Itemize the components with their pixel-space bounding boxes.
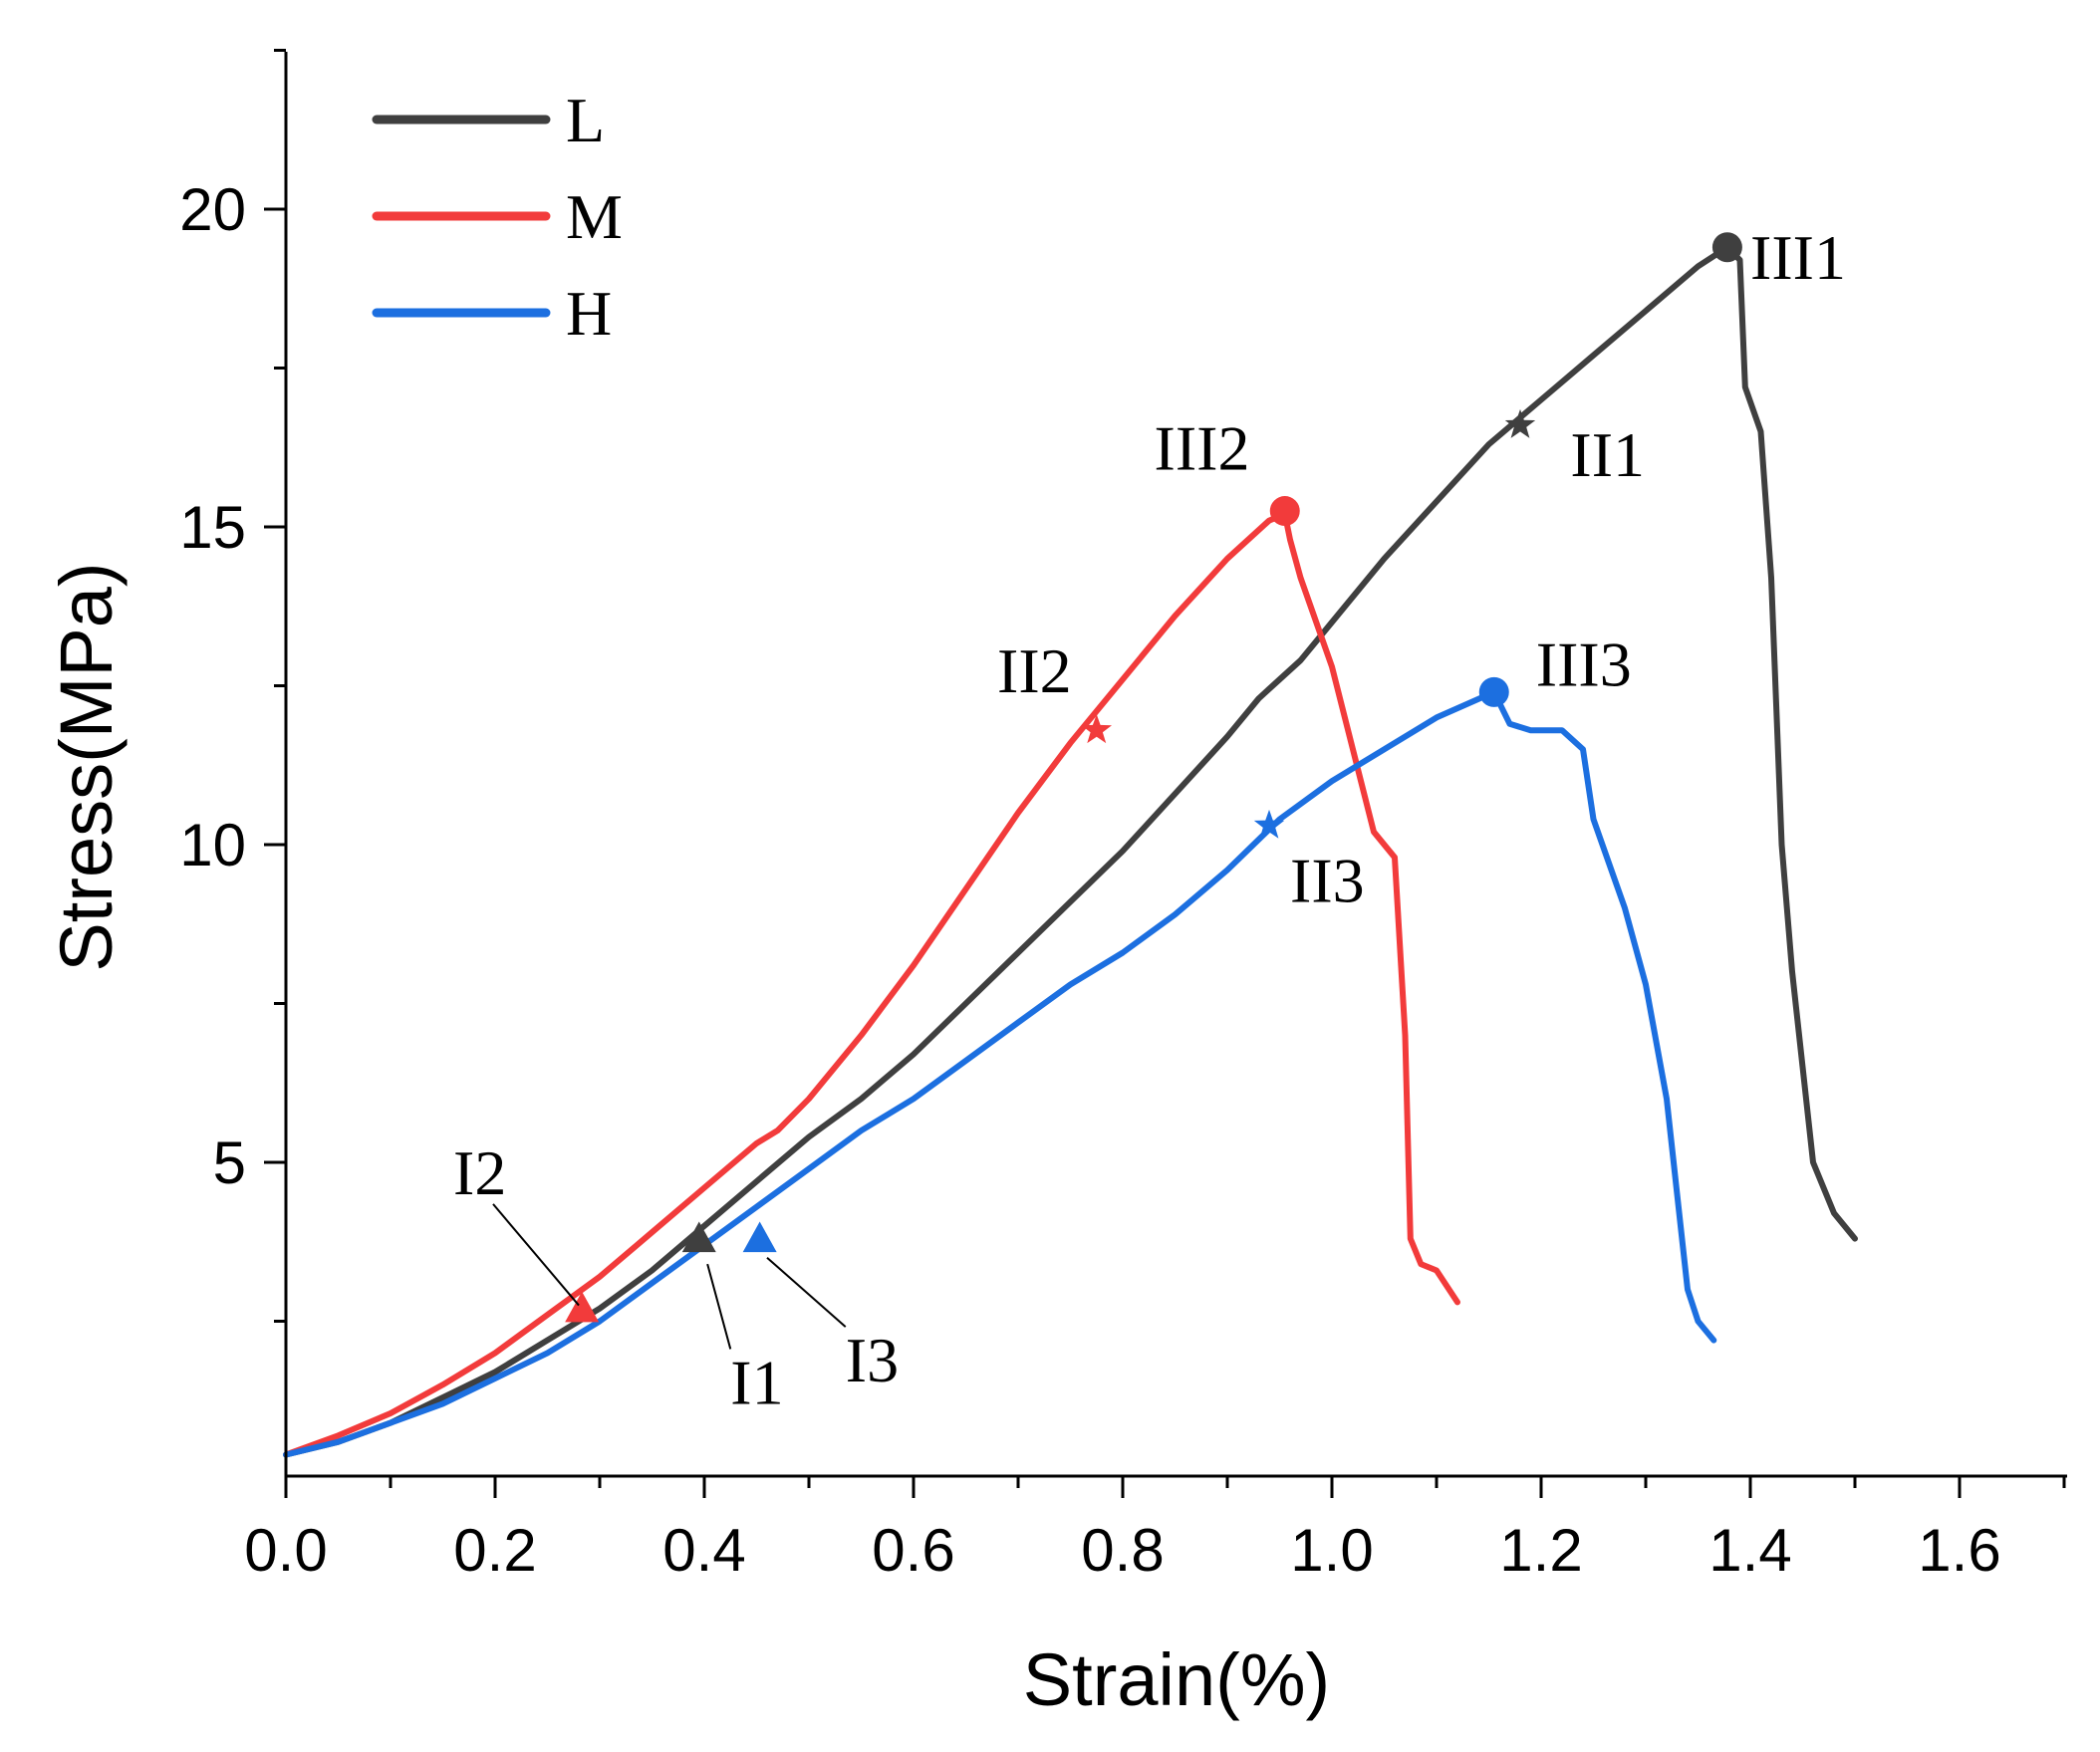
legend-label-H: H: [566, 278, 612, 349]
annotation-I1: I1: [730, 1347, 783, 1417]
y-axis-title: Stress(MPa): [45, 562, 128, 971]
y-tick-label: 10: [179, 812, 246, 878]
circle-marker-M: [1269, 496, 1300, 527]
x-tick-label: 0.0: [244, 1517, 327, 1584]
series-line-L: [283, 244, 1858, 1458]
annotation-I3: I3: [846, 1325, 899, 1395]
annotation-II2: II2: [997, 635, 1072, 706]
circle-marker-L: [1711, 232, 1742, 263]
triangle-marker-H: [742, 1221, 777, 1253]
annotation-I2: I2: [453, 1137, 506, 1208]
axes: 0.0 0.2 0.4 0.6 0.8 1.0 1.2 1.4 1.6 5 10 15 20 Strain…: [45, 49, 2067, 1721]
star-marker-H: [1253, 809, 1285, 839]
annotation-arrow-I3: [766, 1256, 847, 1328]
annotation-II1: II1: [1570, 419, 1645, 490]
x-tick-label: 0.6: [872, 1517, 954, 1584]
annotation-II3: II3: [1290, 845, 1365, 915]
annotations-layer: III1 II1 III2 II2 III3 II3 I2 I1 I3: [453, 222, 1846, 1417]
legend-label-L: L: [566, 85, 605, 155]
x-tick-label: 0.2: [453, 1517, 536, 1584]
star-marker-M: [1081, 714, 1112, 744]
triangle-marker-M: [565, 1291, 600, 1323]
x-tick-label: 1.6: [1918, 1517, 2000, 1584]
markers-layer: [565, 232, 1742, 1323]
annotation-arrow-I1: [706, 1263, 732, 1350]
y-tick-label: 5: [213, 1129, 246, 1196]
annotation-arrow-I2: [492, 1203, 580, 1307]
annotation-III3: III3: [1536, 629, 1632, 700]
y-tick-label: 15: [179, 494, 246, 561]
legend-label-M: M: [566, 181, 623, 252]
series-line-M: [283, 511, 1460, 1458]
y-tick-label: 20: [179, 176, 246, 243]
triangle-marker-L: [681, 1221, 716, 1253]
annotation-III1: III1: [1750, 222, 1846, 293]
x-tick-label: 1.4: [1708, 1517, 1791, 1584]
legend: LMH: [372, 85, 623, 349]
series-line-H: [283, 688, 1717, 1458]
series-layer: [283, 244, 1858, 1458]
annotation-III2: III2: [1155, 413, 1250, 484]
star-marker-L: [1504, 408, 1536, 438]
x-tick-label: 1.0: [1290, 1517, 1373, 1584]
circle-marker-H: [1478, 676, 1509, 707]
x-tick-label: 1.2: [1499, 1517, 1582, 1584]
x-axis-title: Strain(%): [1023, 1638, 1330, 1721]
x-tick-label: 0.8: [1081, 1517, 1164, 1584]
x-tick-label: 0.4: [662, 1517, 745, 1584]
